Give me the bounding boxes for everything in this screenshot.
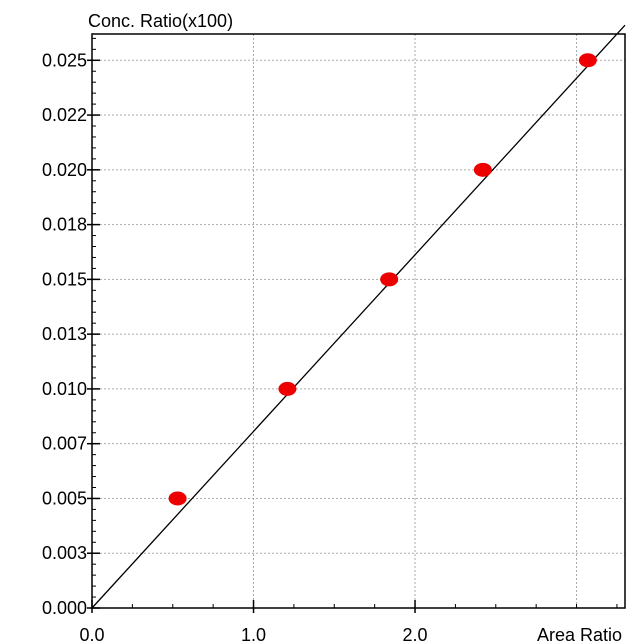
- x-axis-label: Area Ratio: [537, 625, 622, 644]
- y-tick-labels: 0.000 0.003 0.005 0.007 0.010 0.013 0.015 0.018…: [42, 50, 87, 618]
- plot-frame: [92, 34, 625, 608]
- x-tick-label: 1.0: [241, 625, 266, 644]
- y-tick-label: 0.005: [42, 488, 87, 508]
- data-point: [474, 163, 492, 177]
- x-tick-labels: 0.0 1.0 2.0: [79, 625, 427, 644]
- y-tick-label: 0.020: [42, 160, 87, 180]
- y-tick-label: 0.022: [42, 105, 87, 125]
- y-tick-label: 0.010: [42, 379, 87, 399]
- y-tick-label: 0.007: [42, 434, 87, 454]
- y-tick-label: 0.003: [42, 543, 87, 563]
- data-point: [579, 53, 597, 67]
- y-tick-label: 0.013: [42, 324, 87, 344]
- data-point: [380, 272, 398, 286]
- grid-lines: [92, 34, 625, 608]
- data-point: [169, 491, 187, 505]
- x-tick-label: 2.0: [403, 625, 428, 644]
- data-point: [278, 382, 296, 396]
- y-tick-label: 0.000: [42, 598, 87, 618]
- major-ticks: [87, 60, 415, 613]
- y-axis-label: Conc. Ratio(x100): [88, 11, 233, 31]
- y-tick-label: 0.015: [42, 269, 87, 289]
- x-tick-label: 0.0: [79, 625, 104, 644]
- fit-line: [92, 25, 625, 608]
- y-tick-label: 0.018: [42, 215, 87, 235]
- y-tick-label: 0.025: [42, 50, 87, 70]
